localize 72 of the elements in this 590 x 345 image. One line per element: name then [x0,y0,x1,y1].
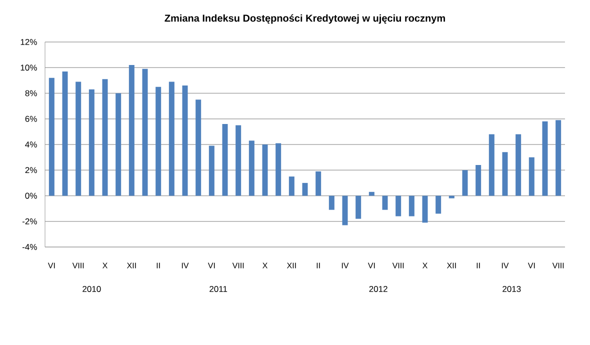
x-tick-label: X [262,262,268,268]
bar [128,65,134,196]
bar [436,196,442,214]
x-tick-label: X [422,262,428,268]
y-tick-label: 2% [25,167,37,174]
bar [48,78,54,196]
bar [448,196,454,198]
bar [182,86,188,196]
x-tick-label: VI [48,262,55,268]
x-tick-label: IV [182,262,189,268]
x-tick-label: XII [446,262,456,268]
bar [196,100,202,196]
y-tick-label: 4% [25,142,37,148]
x-tick-label: II [316,262,320,268]
x-tick-label: VI [368,262,375,268]
x-tick-label: VIII [392,262,404,268]
x-tick-label: II [476,262,480,268]
bar [76,82,82,196]
bar [528,157,534,196]
x-tick-label: VI [208,262,215,268]
text: 2013 [502,286,521,292]
bar [408,196,414,216]
bar [62,71,68,196]
bar [556,120,562,196]
x-tick-label: XII [126,262,136,268]
y-tick-label: 10% [20,64,37,71]
bar [476,164,482,196]
bar [208,146,214,196]
bar [288,176,294,196]
x-tick-label: VIII [552,262,564,268]
y-tick-label: 0% [25,192,37,199]
bar [368,192,374,196]
y-tick-label: -2% [22,218,37,224]
bar [422,196,428,223]
chart-title: Zmiana Indeksu Dostępności Kredytowej w ujęciu rocznym [164,14,445,24]
y-tick-label: 8% [25,90,37,96]
bar [276,143,282,196]
y-tick-label: 12% [20,39,37,45]
bar [382,196,388,210]
x-tick-label: VIII [232,262,244,268]
x-tick-label: IV [342,262,349,268]
x-tick-label: VI [528,262,535,268]
bar [316,171,322,196]
bar [342,196,348,226]
text: 2012 [369,286,388,292]
bar [168,82,174,196]
bar [488,134,494,196]
bar [222,124,228,196]
bar [356,196,362,219]
bar [516,134,522,196]
x-tick-label: VIII [72,262,84,268]
y-tick-label: -4% [22,244,37,250]
bar [116,93,122,196]
x-tick-label: X [102,262,108,268]
bar [102,79,108,196]
text: 2011 [210,286,228,292]
x-tick-label: II [156,262,160,268]
bar [236,125,242,196]
x-tick-label: IV [502,262,509,268]
bar [248,140,254,196]
bar [142,68,148,196]
text: 2010 [82,286,101,292]
bar [542,121,548,196]
bar [262,144,268,196]
bar [328,196,334,210]
bar [396,196,402,216]
x-tick-label: XII [286,262,296,268]
bar [502,152,508,196]
bar [462,170,468,196]
bar [88,89,94,196]
bar [156,86,162,196]
y-tick-label: 6% [25,116,37,122]
